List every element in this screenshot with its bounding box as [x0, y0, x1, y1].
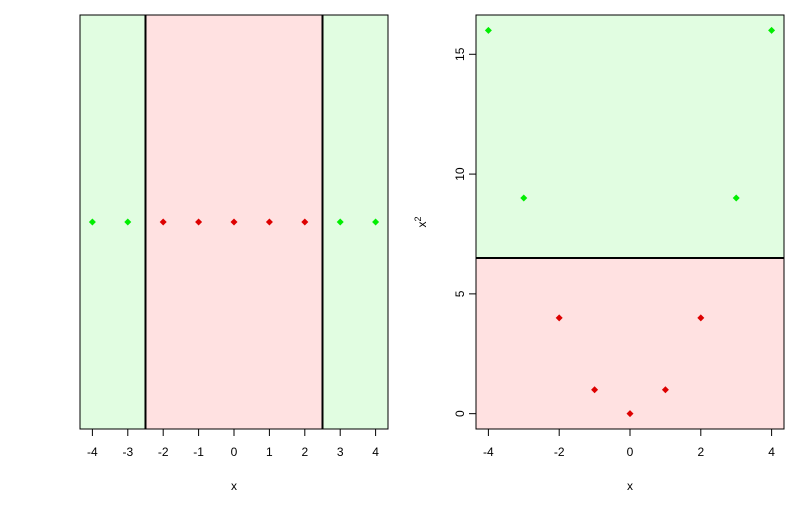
point-8 [372, 218, 380, 226]
x-tick-label-1: -3 [122, 445, 133, 459]
x-tick-label-5: 1 [266, 445, 273, 459]
point-4 [626, 410, 634, 418]
x-tick-label-4: 0 [231, 445, 238, 459]
point-2 [159, 218, 167, 226]
point-7 [732, 194, 740, 202]
x-tick-label-7: 3 [337, 445, 344, 459]
x-tick-label-8: 4 [372, 445, 379, 459]
x-tick-label-0: -4 [87, 445, 98, 459]
point-4 [230, 218, 238, 226]
point-1 [124, 218, 132, 226]
point-7 [336, 218, 344, 226]
point-0 [88, 218, 96, 226]
point-6 [697, 314, 705, 322]
point-8 [768, 26, 776, 34]
region-1 [476, 257, 784, 429]
y-axis-label-base: x [415, 222, 429, 228]
y-tick-label-1: 5 [453, 290, 467, 297]
region-0 [476, 15, 784, 258]
x-tick-label-1: -2 [554, 445, 565, 459]
point-1 [520, 194, 528, 202]
x-tick-label-6: 2 [301, 445, 308, 459]
point-2 [555, 314, 563, 322]
x-axis-label: x [627, 479, 633, 493]
point-3 [195, 218, 203, 226]
x-tick-label-3: -1 [193, 445, 204, 459]
panel-left-1d: -4 -3 -2 -1 0 1 2 3 4 x [79, 14, 389, 493]
y-tick-label-0: 0 [453, 410, 467, 417]
x-tick-label-3: 2 [697, 445, 704, 459]
x-tick-label-2: 0 [627, 445, 634, 459]
point-5 [265, 218, 273, 226]
y-tick-label-3: 15 [453, 47, 467, 61]
y-axis-label: x2 [413, 216, 429, 227]
y-axis-label-superscript: 2 [413, 216, 423, 221]
y-tick-label-2: 10 [453, 167, 467, 181]
x-axis-label: x [231, 479, 237, 493]
point-0 [484, 26, 492, 34]
point-6 [301, 218, 309, 226]
point-3 [591, 386, 599, 394]
x-tick-label-4: 4 [768, 445, 775, 459]
point-5 [661, 386, 669, 394]
x-tick-label-2: -2 [158, 445, 169, 459]
x-tick-label-0: -4 [483, 445, 494, 459]
